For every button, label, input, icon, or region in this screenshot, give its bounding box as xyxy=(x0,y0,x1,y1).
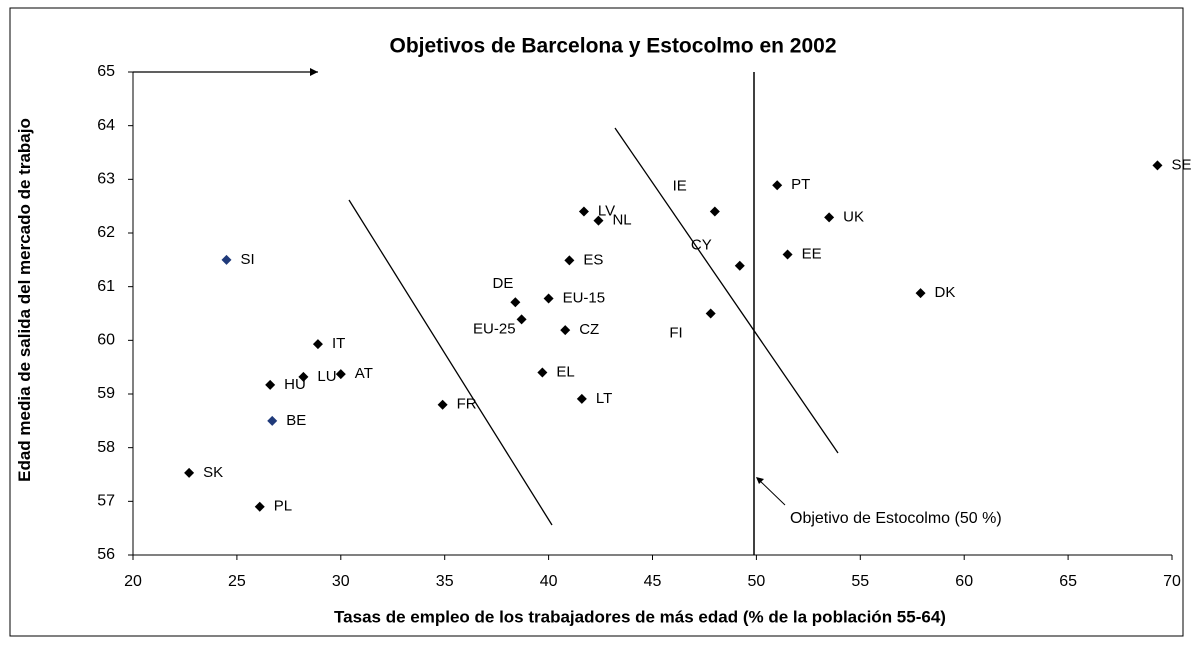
point-label: EU-15 xyxy=(563,289,606,306)
x-tick-label: 35 xyxy=(436,573,454,590)
point xyxy=(254,501,265,512)
y-tick-label: 57 xyxy=(97,493,115,510)
point-label: FR xyxy=(457,396,477,413)
point-label: SI xyxy=(241,251,255,268)
point-label: FI xyxy=(669,324,682,341)
point-label: LT xyxy=(596,390,612,407)
annotation-arrow-head xyxy=(756,477,764,484)
point-label: DK xyxy=(935,284,956,301)
point xyxy=(543,293,554,304)
chart-title: Objetivos de Barcelona y Estocolmo en 20… xyxy=(390,35,837,58)
point xyxy=(593,215,604,226)
annotation-arrow xyxy=(756,477,786,506)
x-tick-label: 20 xyxy=(124,573,142,590)
chart-frame xyxy=(9,7,1184,637)
point-label: HU xyxy=(284,376,306,393)
point-label: PL xyxy=(274,498,292,515)
y-tick-label: 63 xyxy=(97,171,115,188)
point xyxy=(510,297,521,308)
point xyxy=(915,288,926,299)
point-label: EL xyxy=(556,364,574,381)
y-tick-label: 64 xyxy=(97,117,115,134)
point xyxy=(578,206,589,217)
x-axis-label: Tasas de empleo de los trabajadores de m… xyxy=(334,607,946,626)
point-label: CY xyxy=(691,237,712,254)
point-label: DE xyxy=(493,275,514,292)
point xyxy=(537,367,548,378)
point xyxy=(437,399,448,410)
point-label: LV xyxy=(598,203,615,220)
point xyxy=(1152,160,1163,171)
point-label: EU-25 xyxy=(473,320,516,337)
point xyxy=(221,254,232,265)
y-tick-label: 59 xyxy=(97,385,115,402)
annotation: Objetivo de Estocolmo (50 %) xyxy=(790,510,1002,527)
x-tick-label: 50 xyxy=(748,573,766,590)
x-tick-label: 70 xyxy=(1163,573,1181,590)
y-tick-label: 61 xyxy=(97,278,115,295)
barcelona-line xyxy=(348,199,553,526)
point xyxy=(734,260,745,271)
point-label: IE xyxy=(673,178,687,195)
point xyxy=(772,180,783,191)
point-label: CZ xyxy=(579,321,599,338)
point-label: SE xyxy=(1171,156,1191,173)
y-tick-label: 56 xyxy=(97,546,115,563)
y-tick-label: 62 xyxy=(97,224,115,241)
x-tick-label: 60 xyxy=(955,573,973,590)
point xyxy=(184,467,195,478)
point xyxy=(516,314,527,325)
point-label: AT xyxy=(355,365,373,382)
point xyxy=(267,415,278,426)
y-axis-label-box: Edad media de salida del mercado de trab… xyxy=(15,118,34,482)
x-tick-label: 25 xyxy=(228,573,246,590)
arrow-head xyxy=(310,68,318,76)
y-tick-label: 58 xyxy=(97,439,115,456)
point xyxy=(576,393,587,404)
point xyxy=(782,249,793,260)
point-label: SK xyxy=(203,464,223,481)
point xyxy=(560,325,571,336)
y-tick-label: 65 xyxy=(97,63,115,80)
point xyxy=(705,308,716,319)
point-label: LU xyxy=(317,368,336,385)
point-label: NL xyxy=(612,212,631,229)
x-tick-label: 30 xyxy=(332,573,350,590)
point xyxy=(335,369,346,380)
x-tick-label: 45 xyxy=(644,573,662,590)
point xyxy=(312,339,323,350)
point xyxy=(824,212,835,223)
point xyxy=(564,255,575,266)
stockholm-line xyxy=(614,127,839,454)
point-label: ES xyxy=(583,251,603,268)
point-label: BE xyxy=(286,412,306,429)
point xyxy=(265,379,276,390)
point-label: UK xyxy=(843,208,864,225)
y-tick-label: 60 xyxy=(97,332,115,349)
point xyxy=(298,371,309,382)
x-tick-label: 65 xyxy=(1059,573,1077,590)
x-tick-label: 40 xyxy=(540,573,558,590)
point xyxy=(709,206,720,217)
y-axis-label: Edad media de salida del mercado de trab… xyxy=(15,118,34,482)
x-tick-label: 55 xyxy=(851,573,869,590)
point-label: EE xyxy=(802,245,822,262)
point-label: PT xyxy=(791,176,810,193)
point-label: IT xyxy=(332,335,345,352)
